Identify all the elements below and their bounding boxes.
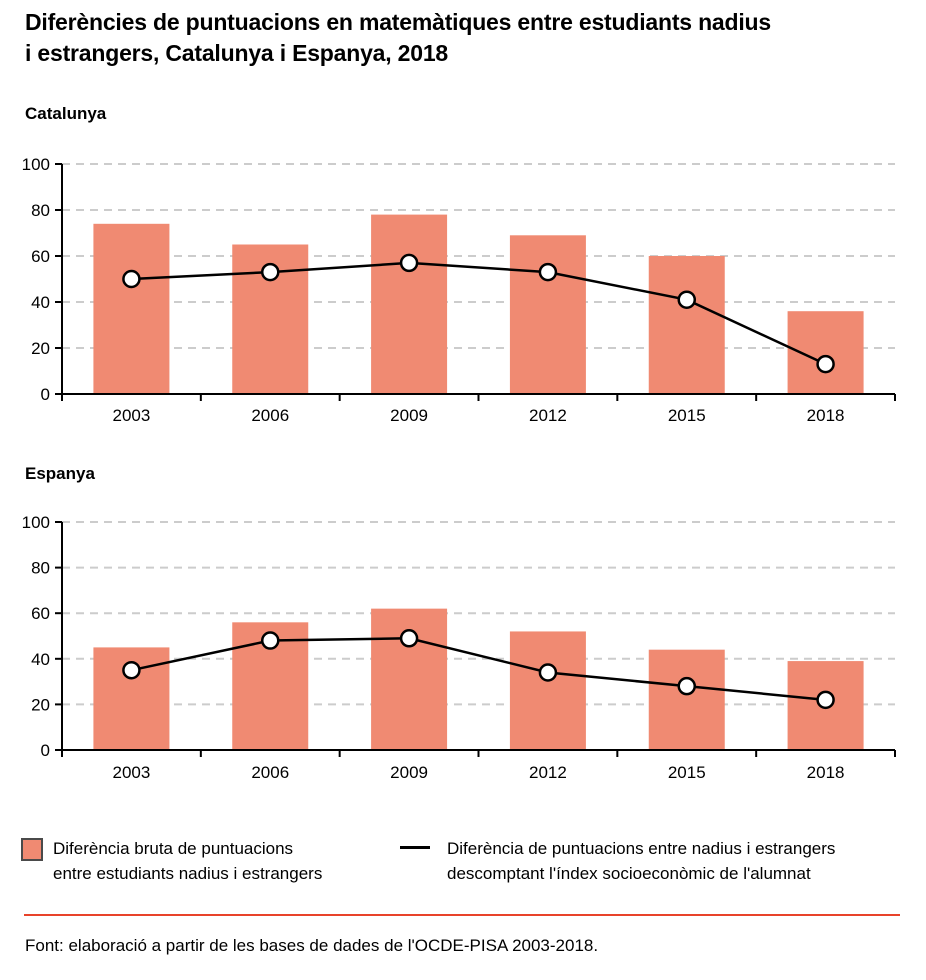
page-title: Diferències de puntuacions en matemàtiqu… <box>25 7 905 69</box>
svg-text:100: 100 <box>22 513 50 532</box>
svg-text:2009: 2009 <box>390 406 428 425</box>
espanya-chart: 0 20 40 60 80 100 2003 2006 2009 2012 2015 2018 <box>22 513 896 782</box>
svg-text:2015: 2015 <box>668 763 706 782</box>
svg-text:0: 0 <box>41 741 50 760</box>
legend-line-series: Diferència de puntuacions entre nadius i… <box>400 836 835 886</box>
svg-text:60: 60 <box>31 604 50 623</box>
svg-text:0: 0 <box>41 385 50 404</box>
svg-text:40: 40 <box>31 650 50 669</box>
line-swatch-icon <box>400 846 430 849</box>
svg-text:2015: 2015 <box>668 406 706 425</box>
svg-text:2018: 2018 <box>807 406 845 425</box>
legend-bar-label: Diferència bruta de puntuacions entre es… <box>53 836 322 886</box>
legend-line-label-line2: descomptant l'índex socioeconòmic de l'a… <box>447 864 811 883</box>
espanya-heading: Espanya <box>25 464 95 483</box>
svg-text:2012: 2012 <box>529 763 567 782</box>
catalunya-heading: Catalunya <box>25 104 107 123</box>
svg-text:2009: 2009 <box>390 763 428 782</box>
bar-swatch-icon <box>21 838 43 861</box>
svg-text:2018: 2018 <box>807 763 845 782</box>
svg-text:40: 40 <box>31 293 50 312</box>
svg-text:20: 20 <box>31 339 50 358</box>
svg-text:100: 100 <box>22 155 50 174</box>
page-title-line1: Diferències de puntuacions en matemàtiqu… <box>25 9 771 35</box>
legend-bar-series: Diferència bruta de puntuacions entre es… <box>21 836 322 886</box>
svg-text:2012: 2012 <box>529 406 567 425</box>
legend-line-label-line1: Diferència de puntuacions entre nadius i… <box>447 839 836 858</box>
svg-text:60: 60 <box>31 247 50 266</box>
svg-text:80: 80 <box>31 559 50 578</box>
source-note: Font: elaboració a partir de les bases d… <box>25 936 599 955</box>
svg-text:80: 80 <box>31 201 50 220</box>
legend-bar-label-line2: entre estudiants nadius i estrangers <box>53 864 323 883</box>
legend-bar-label-line1: Diferència bruta de puntuacions <box>53 839 294 858</box>
divider-rule <box>24 914 900 916</box>
svg-text:2006: 2006 <box>251 763 289 782</box>
svg-text:2006: 2006 <box>251 406 289 425</box>
svg-text:2003: 2003 <box>113 406 151 425</box>
page-title-line2: i estrangers, Catalunya i Espanya, 2018 <box>25 40 449 66</box>
legend-line-label: Diferència de puntuacions entre nadius i… <box>447 836 835 886</box>
svg-text:2003: 2003 <box>113 763 151 782</box>
catalunya-chart: 0 20 40 60 80 100 2003 2006 2009 2012 2015 2018 <box>22 155 896 425</box>
svg-text:20: 20 <box>31 695 50 714</box>
